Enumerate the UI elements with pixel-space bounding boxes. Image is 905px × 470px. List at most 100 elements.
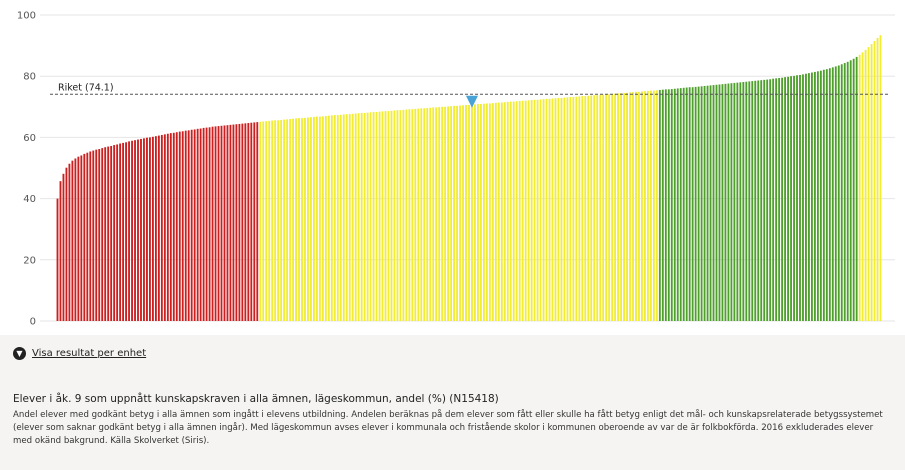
bar[interactable] — [846, 61, 849, 321]
bar[interactable] — [706, 85, 709, 321]
bar[interactable] — [208, 127, 211, 321]
bar[interactable] — [116, 144, 119, 321]
bar[interactable] — [664, 89, 667, 321]
bar[interactable] — [676, 88, 679, 321]
bar[interactable] — [572, 97, 575, 321]
bar[interactable] — [143, 138, 145, 321]
bar[interactable] — [417, 108, 420, 321]
bar[interactable] — [396, 110, 399, 321]
bar[interactable] — [181, 131, 184, 321]
bar[interactable] — [429, 107, 432, 321]
bar[interactable] — [339, 114, 342, 321]
bar[interactable] — [453, 105, 456, 321]
bar[interactable] — [465, 104, 467, 322]
bar[interactable] — [649, 90, 652, 321]
bar[interactable] — [614, 93, 617, 321]
bar[interactable] — [506, 101, 509, 322]
bar[interactable] — [554, 98, 557, 321]
selected-unit-marker-icon[interactable] — [465, 95, 478, 108]
bar[interactable] — [480, 104, 482, 321]
bar[interactable] — [539, 99, 542, 322]
bar[interactable] — [775, 78, 778, 321]
bar[interactable] — [805, 73, 807, 321]
bar[interactable] — [596, 95, 599, 321]
bar[interactable] — [494, 102, 497, 321]
bar[interactable] — [459, 105, 461, 321]
bar[interactable] — [626, 92, 628, 321]
bar[interactable] — [131, 140, 133, 321]
bar[interactable] — [813, 71, 816, 321]
bar[interactable] — [289, 119, 292, 321]
bar[interactable] — [101, 148, 104, 321]
bar[interactable] — [709, 85, 712, 321]
bar[interactable] — [590, 95, 593, 321]
bar[interactable] — [140, 138, 142, 321]
bar[interactable] — [557, 97, 560, 322]
bar[interactable] — [825, 69, 828, 321]
bar[interactable] — [196, 128, 199, 321]
bar[interactable] — [375, 112, 378, 321]
bar[interactable] — [474, 104, 476, 321]
bar[interactable] — [748, 81, 751, 322]
bar[interactable] — [670, 89, 673, 321]
bar[interactable] — [250, 122, 253, 322]
bar[interactable] — [587, 95, 590, 321]
bar[interactable] — [295, 118, 297, 322]
bar[interactable] — [497, 102, 500, 322]
bar[interactable] — [190, 129, 193, 321]
bar[interactable] — [834, 66, 837, 321]
bar[interactable] — [426, 108, 429, 322]
bar[interactable] — [59, 181, 62, 321]
bar[interactable] — [530, 100, 533, 321]
bar[interactable] — [390, 110, 393, 321]
bar[interactable] — [620, 93, 623, 321]
bar[interactable] — [828, 68, 831, 322]
bar[interactable] — [638, 91, 640, 321]
bar[interactable] — [381, 111, 384, 321]
bar[interactable] — [95, 149, 98, 321]
show-results-per-unit-toggle[interactable]: ▼ Visa resultat per enhet — [13, 347, 146, 360]
bar[interactable] — [691, 87, 694, 321]
bar[interactable] — [632, 92, 634, 321]
bar[interactable] — [605, 94, 608, 321]
bar[interactable] — [324, 115, 327, 321]
bar[interactable] — [855, 56, 858, 322]
bar[interactable] — [128, 141, 130, 321]
bar[interactable] — [316, 116, 318, 321]
bar[interactable] — [444, 106, 447, 321]
bar[interactable] — [488, 103, 491, 322]
bar[interactable] — [154, 136, 157, 321]
bar[interactable] — [819, 70, 822, 321]
bar[interactable] — [757, 80, 760, 321]
bar[interactable] — [321, 116, 324, 321]
bar[interactable] — [682, 87, 685, 321]
bar[interactable] — [107, 146, 110, 321]
bar[interactable] — [468, 104, 470, 322]
bar[interactable] — [241, 123, 244, 321]
bar[interactable] — [310, 117, 312, 321]
bar[interactable] — [685, 87, 688, 322]
bar[interactable] — [402, 109, 405, 321]
bar[interactable] — [441, 106, 444, 321]
bar[interactable] — [134, 140, 136, 321]
bar[interactable] — [259, 121, 262, 321]
bar[interactable] — [849, 60, 852, 321]
bar[interactable] — [787, 76, 789, 321]
bar[interactable] — [271, 120, 274, 321]
bar[interactable] — [456, 105, 458, 321]
bar[interactable] — [214, 126, 217, 321]
bar[interactable] — [852, 58, 855, 321]
bar[interactable] — [840, 64, 843, 322]
bar[interactable] — [450, 106, 453, 321]
bar[interactable] — [515, 101, 518, 321]
bar[interactable] — [432, 107, 435, 321]
bar[interactable] — [423, 108, 426, 321]
bar[interactable] — [876, 37, 879, 321]
bar[interactable] — [548, 98, 551, 321]
bar[interactable] — [754, 80, 757, 321]
bar[interactable] — [151, 136, 154, 321]
bar[interactable] — [393, 110, 396, 321]
bar[interactable] — [870, 44, 873, 321]
bar[interactable] — [277, 120, 280, 321]
bar[interactable] — [223, 125, 226, 321]
